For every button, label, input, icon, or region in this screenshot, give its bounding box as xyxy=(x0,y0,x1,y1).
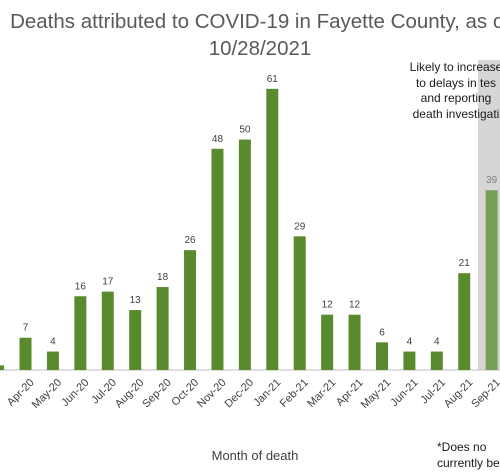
chart-title: Deaths attributed to COVID-19 in Fayette… xyxy=(0,8,500,62)
annotation-line-1: Likely to increase xyxy=(409,60,500,74)
tick-label-feb-21: Feb-21 xyxy=(278,377,311,410)
bar-sep-21 xyxy=(485,190,498,370)
tick-label-sep-20: Sep-20 xyxy=(140,377,174,411)
value-label-apr-20: 7 xyxy=(23,323,29,334)
bar-aug-20 xyxy=(129,310,142,370)
value-label-feb-21: 29 xyxy=(294,221,306,232)
value-label-may-20: 4 xyxy=(50,337,56,348)
annotation-line-4: death investigati xyxy=(412,106,500,121)
bar-jun-20 xyxy=(74,296,87,370)
bar-jul-20 xyxy=(101,291,114,370)
value-label-jul-21: 4 xyxy=(434,337,440,348)
bar-apr-21 xyxy=(348,314,361,370)
tick-label-may-21: May-21 xyxy=(359,377,393,411)
value-label-aug-21: 21 xyxy=(459,258,471,269)
footnote: *Does no currently be xyxy=(437,440,500,471)
value-label-jun-20: 16 xyxy=(75,281,87,292)
tick-label-nov-20: Nov-20 xyxy=(195,377,229,411)
value-label-dec-20: 50 xyxy=(239,125,251,136)
bar-mar-21 xyxy=(321,314,334,370)
value-label-apr-21: 12 xyxy=(349,300,361,311)
tick-label-aug-21: Aug-21 xyxy=(442,377,476,411)
bar-may-21 xyxy=(375,342,388,370)
bar-apr-20 xyxy=(19,337,32,370)
tick-label-sep-21: Sep-21 xyxy=(469,377,500,411)
value-label-sep-21: 39 xyxy=(486,175,498,186)
tick-label-aug-20: Aug-20 xyxy=(113,377,147,411)
value-label-jan-21: 61 xyxy=(267,74,279,85)
bar-aug-21 xyxy=(458,273,471,370)
annotation-line-3: and reporting xyxy=(420,91,492,105)
bar-may-20 xyxy=(46,351,59,370)
tick-label-jun-21: Jun-21 xyxy=(388,377,420,409)
bar-oct-20 xyxy=(184,250,197,370)
bar-mar-20 xyxy=(0,365,5,370)
chart-title-line-2: 10/28/2021 xyxy=(208,37,312,60)
footnote-line-1: *Does no xyxy=(437,440,487,454)
chart-title-line-1: Deaths attributed to COVID-19 in Fayette… xyxy=(10,10,500,33)
tick-label-jan-21: Jan-21 xyxy=(251,377,283,409)
bar-sep-20 xyxy=(156,287,169,370)
bar-feb-21 xyxy=(293,236,306,370)
value-label-may-21: 6 xyxy=(379,327,385,338)
value-label-oct-20: 26 xyxy=(184,235,196,246)
tick-label-mar-21: Mar-21 xyxy=(305,377,338,410)
bar-jun-21 xyxy=(403,351,416,370)
value-label-aug-20: 13 xyxy=(130,295,142,306)
bar-nov-20 xyxy=(211,148,224,370)
value-label-jun-21: 4 xyxy=(407,337,413,348)
value-label-mar-21: 12 xyxy=(322,300,334,311)
value-label-jul-20: 17 xyxy=(102,277,114,288)
annotation-line-2: to delays in tes xyxy=(415,75,497,90)
highlight-annotation: Likely to increase to delays in tes and … xyxy=(376,60,500,122)
bar-jan-21 xyxy=(266,88,279,370)
bar-dec-20 xyxy=(238,139,251,370)
x-axis-label: Month of death xyxy=(211,448,299,463)
tick-label-may-20: May-20 xyxy=(30,377,64,411)
footnote-line-2: currently be xyxy=(437,455,500,470)
value-label-nov-20: 48 xyxy=(212,134,224,145)
tick-label-dec-20: Dec-20 xyxy=(223,377,257,411)
value-label-sep-20: 18 xyxy=(157,272,169,283)
tick-label-jun-20: Jun-20 xyxy=(59,377,91,409)
bar-jul-21 xyxy=(430,351,443,370)
